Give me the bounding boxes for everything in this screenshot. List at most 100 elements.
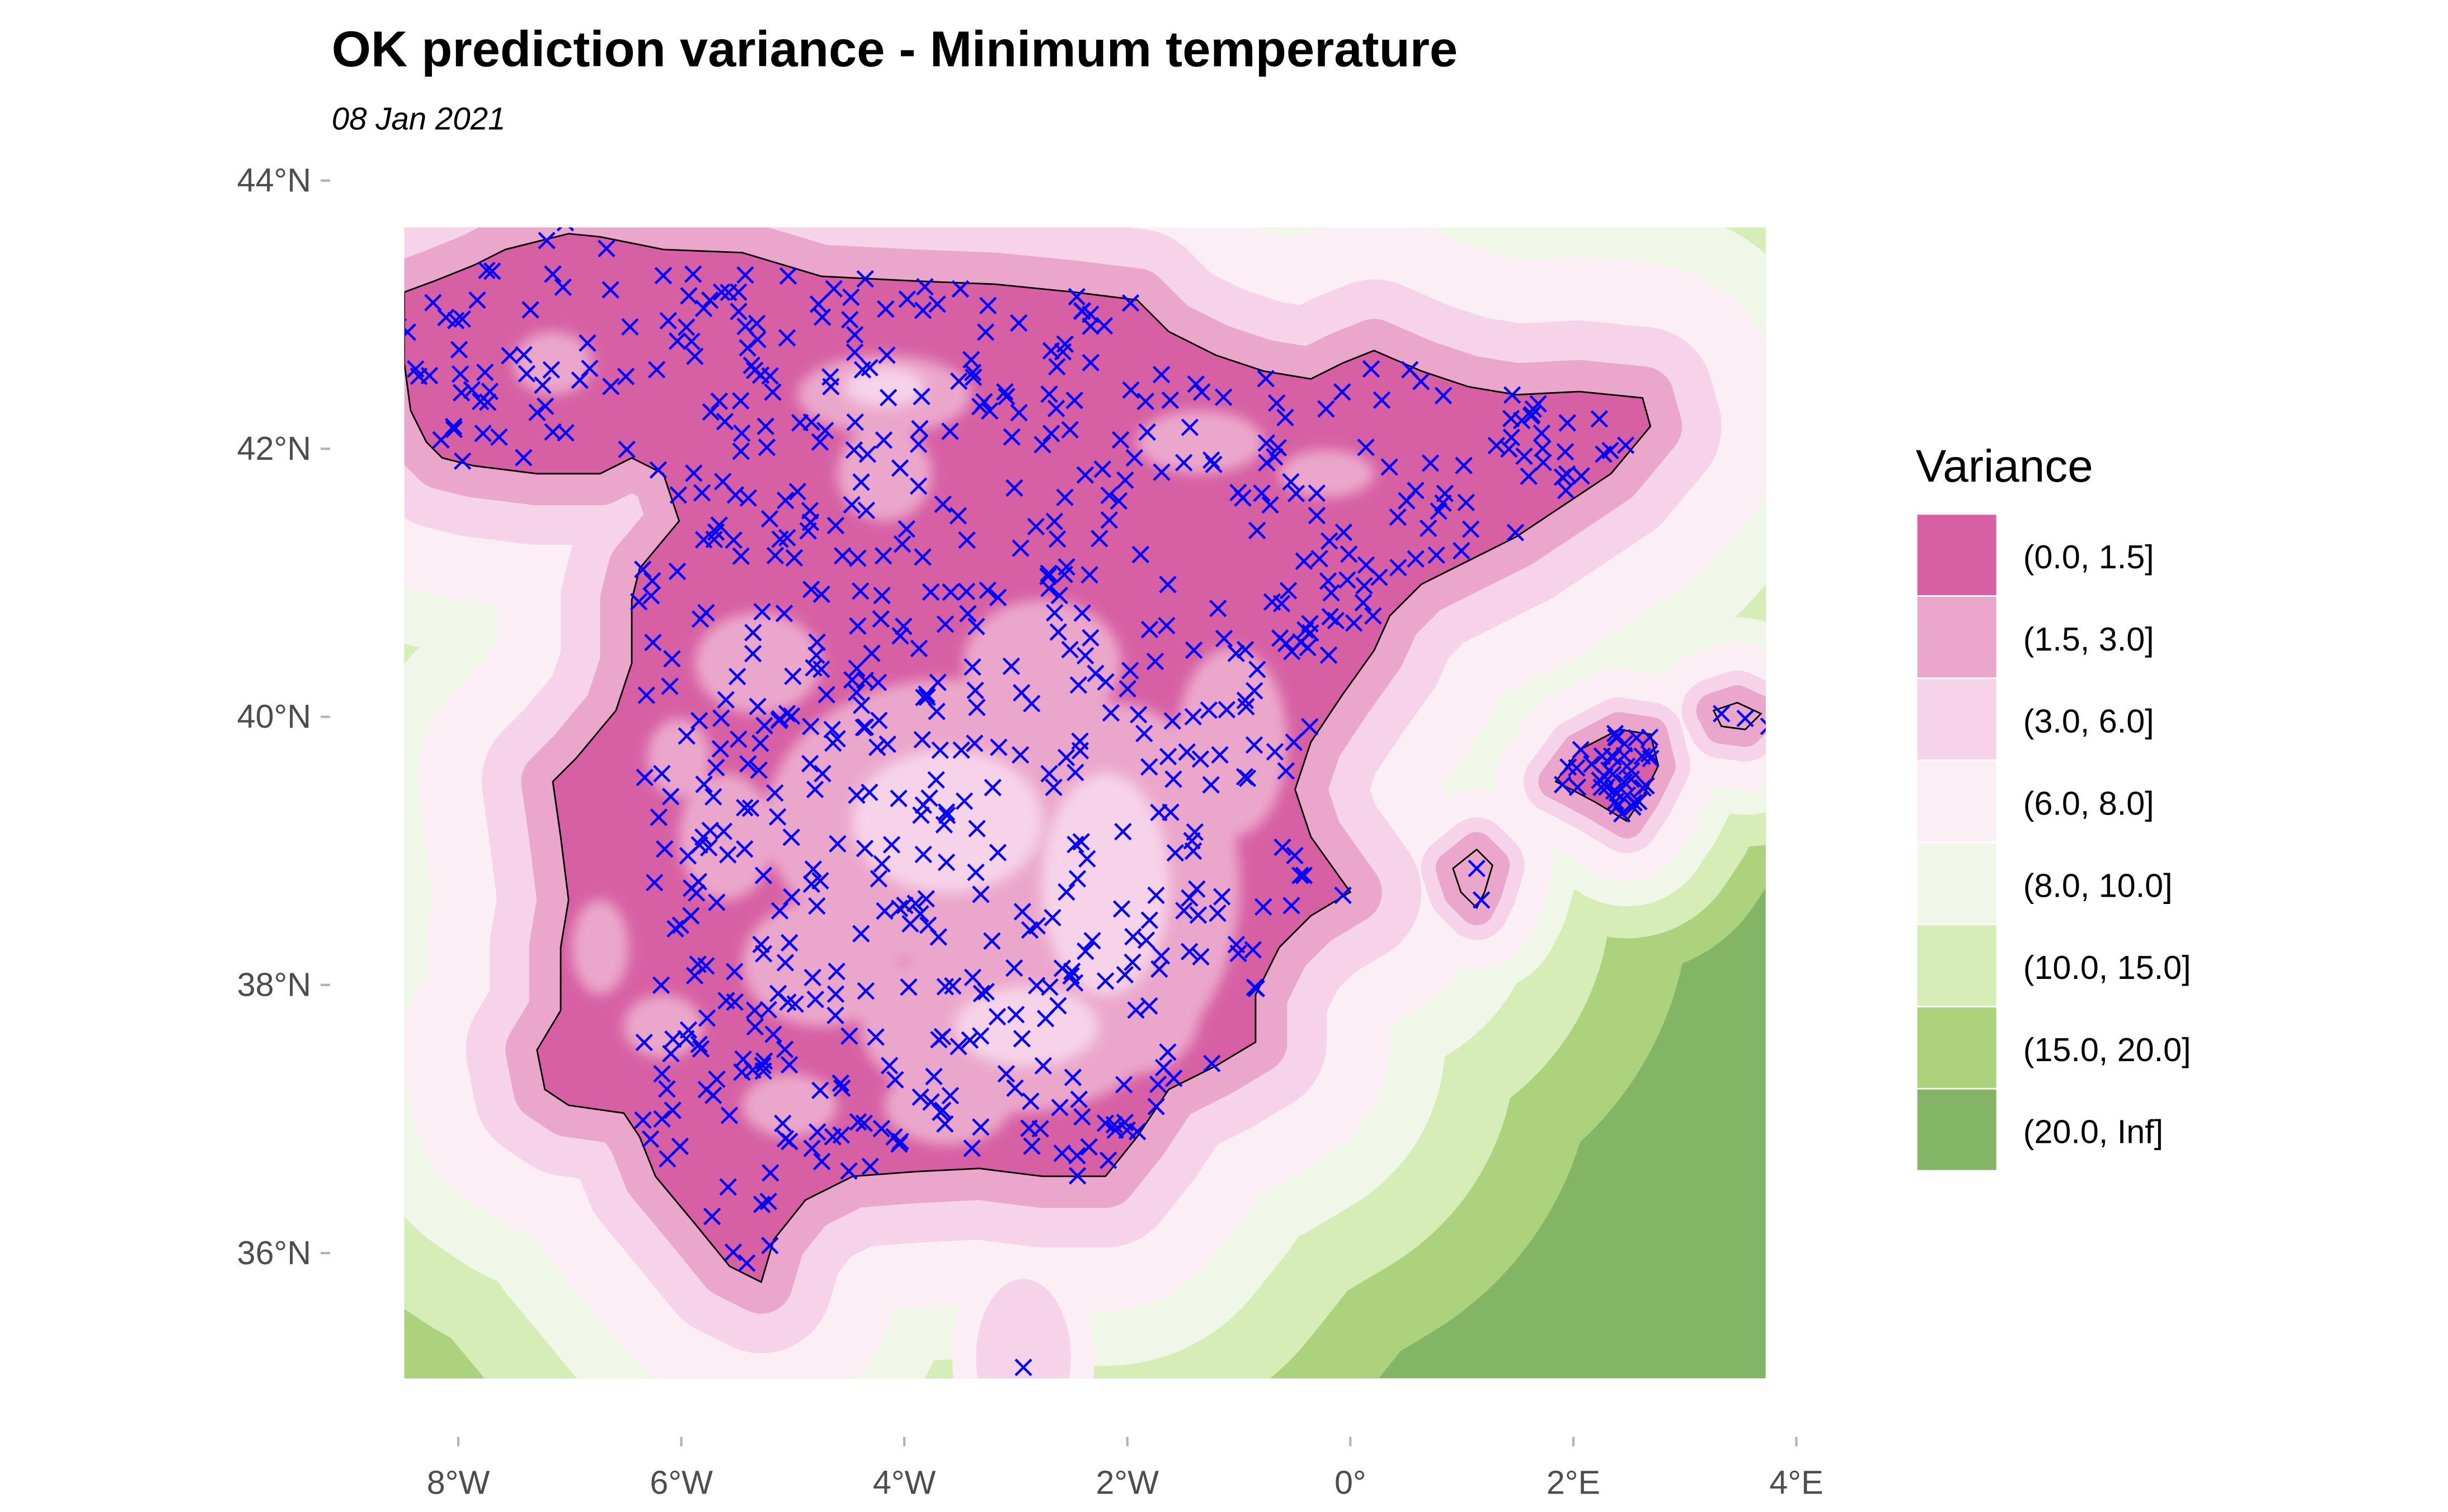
legend-label: (8.0, 10.0] [2023, 866, 2173, 904]
station-marker [1080, 1138, 1098, 1156]
station-marker [666, 920, 684, 938]
station-marker [677, 318, 696, 336]
station-marker [958, 531, 976, 549]
station-marker [803, 1139, 821, 1157]
station-marker [404, 323, 416, 341]
station-marker [1175, 902, 1193, 920]
station-marker [922, 583, 940, 601]
x-tick-label: 4°E [1769, 1463, 1823, 1501]
interior-variance-patches [513, 331, 1374, 1145]
station-marker [944, 977, 962, 995]
legend-item: (15.0, 20.0] [1917, 1007, 2191, 1088]
station-marker [1712, 705, 1731, 723]
station-marker [653, 1110, 671, 1128]
station-marker [811, 1081, 829, 1099]
station-marker [845, 343, 864, 361]
station-marker [1301, 718, 1319, 736]
station-marker [1322, 584, 1340, 602]
x-tick-label: 8°W [427, 1463, 490, 1501]
station-marker [855, 1114, 873, 1132]
station-marker [941, 1086, 960, 1105]
station-marker [1105, 1115, 1123, 1134]
station-marker [1600, 761, 1618, 779]
station-marker [534, 376, 552, 394]
station-marker [1553, 775, 1572, 794]
station-marker [964, 364, 982, 381]
station-marker [870, 870, 888, 888]
station-marker [602, 281, 619, 299]
station-marker [1340, 545, 1358, 563]
station-marker [1051, 1099, 1069, 1117]
station-marker [964, 968, 982, 987]
station-marker [1279, 582, 1298, 600]
station-marker [1005, 959, 1023, 977]
station-marker [716, 412, 734, 431]
station-marker [813, 308, 831, 326]
station-marker [694, 299, 713, 317]
station-marker [1140, 758, 1158, 776]
station-marker [669, 486, 688, 504]
station-marker [751, 734, 769, 752]
station-marker [1124, 927, 1142, 946]
station-marker [753, 1195, 771, 1213]
station-marker [779, 267, 797, 285]
station-marker [826, 516, 845, 535]
station-marker [988, 1007, 1007, 1026]
station-marker [811, 433, 829, 451]
station-marker [927, 771, 945, 789]
station-marker [1209, 599, 1227, 618]
station-marker [762, 1164, 779, 1182]
station-marker [1136, 392, 1155, 411]
station-marker [920, 789, 938, 807]
station-marker [1147, 886, 1165, 905]
station-marker [1078, 850, 1096, 868]
station-marker [1066, 835, 1084, 854]
station-marker [1319, 646, 1338, 664]
station-marker [852, 582, 870, 600]
station-marker [1183, 832, 1201, 850]
station-marker [909, 477, 928, 495]
station-marker [685, 464, 703, 482]
station-marker [950, 1038, 967, 1056]
station-marker [786, 995, 804, 1013]
station-marker [1258, 454, 1276, 472]
station-marker [1213, 888, 1231, 906]
station-marker [690, 1035, 708, 1053]
station-marker [976, 323, 995, 341]
station-marker [1125, 449, 1144, 467]
station-marker [845, 326, 864, 344]
station-marker [463, 381, 481, 399]
station-marker [1269, 439, 1288, 457]
island-outline [1712, 701, 1763, 731]
station-marker [1434, 387, 1453, 404]
station-marker [754, 1057, 772, 1075]
station-marker [1202, 776, 1220, 794]
legend-label: (0.0, 1.5] [2023, 538, 2154, 576]
station-marker [1118, 1121, 1136, 1139]
station-marker [758, 439, 776, 456]
station-marker [1066, 764, 1084, 781]
station-marker [1253, 484, 1271, 502]
station-marker [886, 1071, 904, 1089]
station-marker [1014, 1358, 1032, 1377]
station-marker [784, 667, 802, 685]
station-marker [1121, 294, 1140, 312]
station-marker [1021, 921, 1039, 939]
legend-item: (10.0, 15.0] [1917, 925, 2191, 1006]
station-marker [736, 317, 754, 336]
station-marker [1153, 463, 1171, 481]
station-marker [1327, 611, 1345, 630]
station-marker [867, 1028, 885, 1046]
station-marker [984, 779, 1002, 797]
station-marker [1209, 904, 1227, 922]
station-marker [880, 1057, 899, 1075]
station-marker [1642, 750, 1660, 767]
station-marker [869, 673, 887, 691]
station-marker [754, 866, 773, 884]
station-marker [909, 435, 928, 453]
station-marker [916, 277, 934, 296]
station-marker [891, 1132, 909, 1151]
station-marker [554, 278, 572, 296]
station-marker [668, 332, 687, 350]
